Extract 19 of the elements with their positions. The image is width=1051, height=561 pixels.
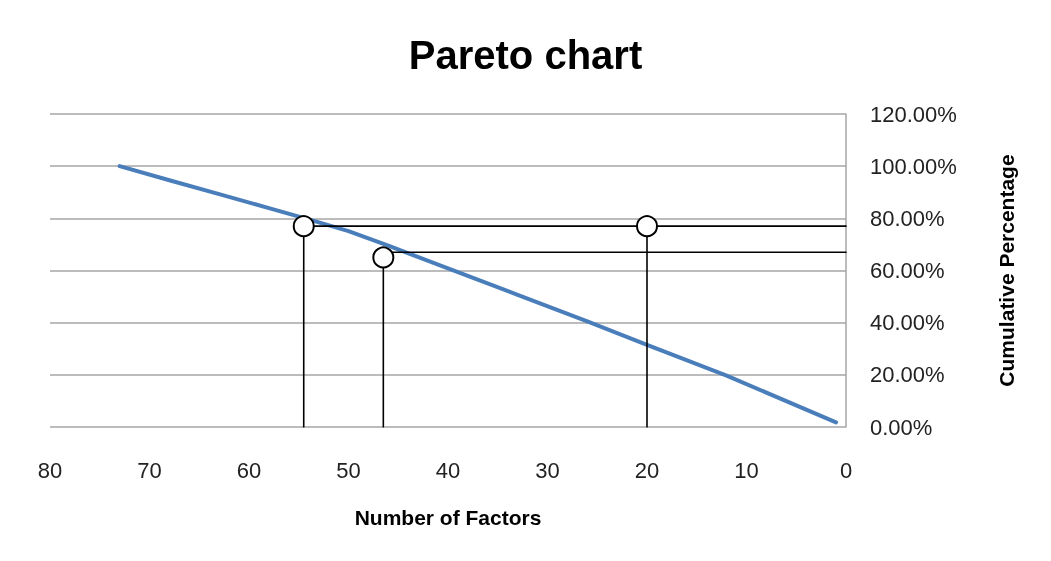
- y-axis-title: Cumulative Percentage: [995, 154, 1018, 387]
- x-tick-label: 10: [734, 457, 759, 483]
- x-tick-label: 70: [137, 457, 162, 483]
- x-tick-label: 30: [535, 457, 560, 483]
- y-tick-label: 100.00%: [870, 153, 957, 179]
- x-axis-title: Number of Factors: [354, 506, 542, 529]
- y-tick-label: 20.00%: [870, 362, 945, 388]
- y-tick-label: 120.00%: [870, 101, 957, 127]
- x-tick-label: 20: [634, 457, 660, 483]
- x-tick-label: 0: [839, 457, 853, 483]
- chart-title: Pareto chart: [408, 33, 643, 77]
- x-tick-label: 50: [336, 457, 361, 483]
- x-tick-label: 80: [37, 457, 63, 483]
- x-tick-label: 40: [435, 457, 461, 483]
- x-tick-label: 60: [236, 457, 262, 483]
- y-tick-label: 0.00%: [870, 414, 933, 440]
- y-tick-label: 80.00%: [870, 205, 945, 231]
- y-tick-label: 60.00%: [870, 258, 945, 283]
- y-tick-label: 40.00%: [870, 310, 945, 336]
